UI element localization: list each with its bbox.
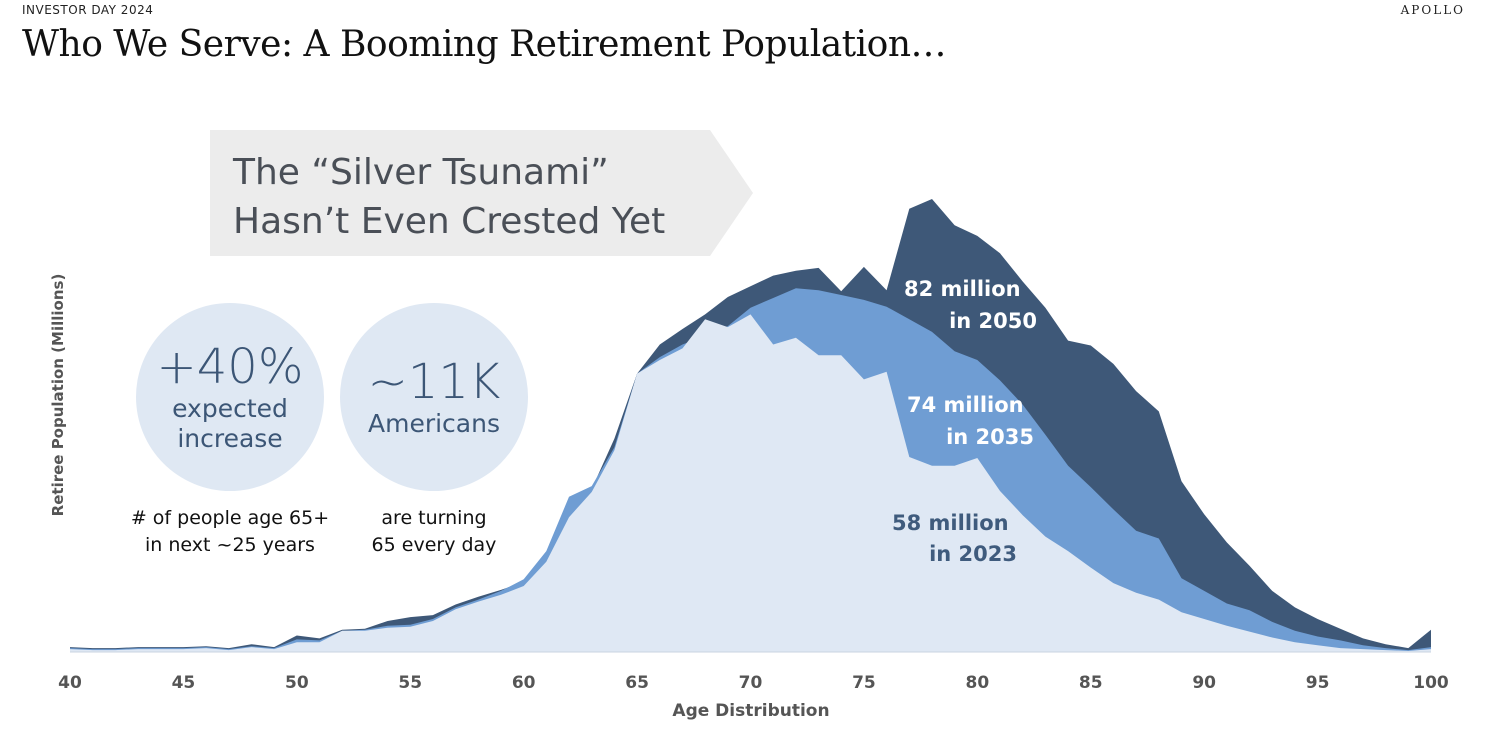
series-label: 58 million <box>892 511 1009 535</box>
stat-circle-increase: +40% expected increase <box>136 303 324 491</box>
x-tick-label: 100 <box>1413 673 1449 693</box>
x-tick-label: 75 <box>852 673 876 693</box>
x-tick-label: 95 <box>1306 673 1330 693</box>
banner-line-1: The “Silver Tsunami” <box>233 152 609 193</box>
headline-banner: The “Silver Tsunami” Hasn’t Even Crested… <box>210 130 755 256</box>
x-tick-label: 40 <box>58 673 82 693</box>
stat-value: +40% <box>156 339 304 395</box>
banner-line-2: Hasn’t Even Crested Yet <box>233 201 666 242</box>
y-axis-label: Retiree Population (Millions) <box>49 273 67 517</box>
x-tick-label: 45 <box>172 673 196 693</box>
series-label: in 2023 <box>929 542 1017 566</box>
x-tick-label: 70 <box>739 673 763 693</box>
stat-label: expected <box>172 394 288 423</box>
series-label: 74 million <box>907 393 1024 417</box>
x-tick-label: 60 <box>512 673 536 693</box>
x-tick-label: 85 <box>1079 673 1103 693</box>
caption-line: 65 every day <box>371 534 497 556</box>
x-tick-label: 55 <box>398 673 422 693</box>
stat-label: Americans <box>368 409 500 438</box>
stat-caption-americans: are turning 65 every day <box>340 505 528 559</box>
x-tick-label: 90 <box>1192 673 1216 693</box>
x-axis-label: Age Distribution <box>672 701 830 721</box>
caption-line: are turning <box>381 507 487 529</box>
banner-arrow-shape <box>210 130 753 256</box>
series-label: in 2050 <box>949 309 1037 333</box>
stat-circle-americans: ~11K Americans <box>340 303 528 491</box>
x-tick-label: 65 <box>625 673 649 693</box>
series-area-2 <box>70 314 1431 652</box>
series-label: in 2035 <box>946 425 1034 449</box>
page-title: Who We Serve: A Booming Retirement Popul… <box>22 24 947 65</box>
x-tick-label: 80 <box>965 673 989 693</box>
caption-line: # of people age 65+ <box>130 507 330 529</box>
series-label: 82 million <box>904 277 1021 301</box>
caption-line: in next ~25 years <box>145 534 315 556</box>
stat-label: increase <box>177 424 283 453</box>
banner-text: The “Silver Tsunami” Hasn’t Even Crested… <box>233 148 665 246</box>
brand-logo: APOLLO <box>1400 3 1465 17</box>
x-tick-label: 50 <box>285 673 309 693</box>
stat-caption-increase: # of people age 65+ in next ~25 years <box>122 505 338 559</box>
event-label: INVESTOR DAY 2024 <box>22 3 154 17</box>
stat-value: ~11K <box>367 354 501 410</box>
